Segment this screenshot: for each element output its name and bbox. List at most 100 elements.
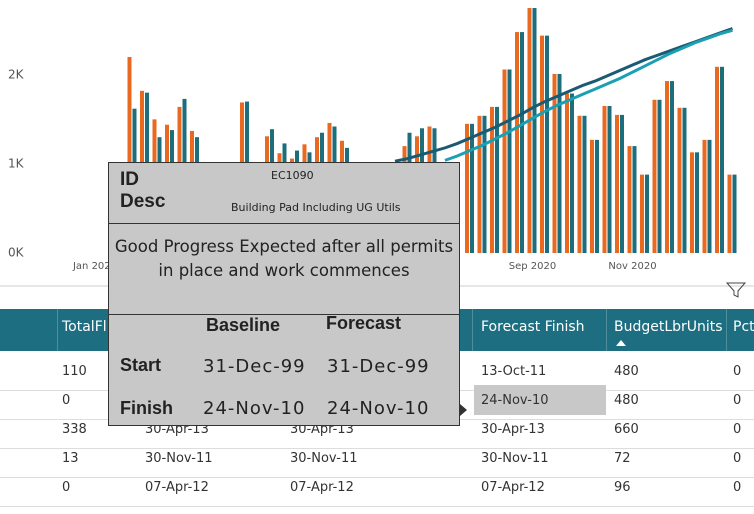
finish-label: Finish xyxy=(120,398,173,418)
table-cell: 07-Apr-12 xyxy=(145,480,209,495)
row-divider xyxy=(0,506,754,507)
bar xyxy=(470,123,474,254)
bar xyxy=(690,152,694,253)
desc-label: Desc xyxy=(120,191,166,212)
table-cell: 30-Nov-11 xyxy=(145,451,213,466)
bar xyxy=(515,32,519,254)
bar xyxy=(465,123,469,254)
bar xyxy=(720,66,724,253)
bar xyxy=(502,69,507,253)
row-divider xyxy=(0,448,754,449)
bar xyxy=(607,106,612,254)
bar xyxy=(595,139,599,253)
bar xyxy=(657,99,662,253)
table-cell: 13 xyxy=(62,451,79,466)
bar xyxy=(557,73,562,253)
bar xyxy=(482,115,487,253)
column-divider xyxy=(57,309,58,351)
bar xyxy=(127,57,132,253)
filter-icon[interactable] xyxy=(725,282,747,298)
table-cell: 480 xyxy=(614,393,639,408)
bar xyxy=(645,174,649,253)
bar xyxy=(632,146,637,253)
x-tick-label: Nov 2020 xyxy=(608,261,656,272)
row-divider xyxy=(0,477,754,478)
line xyxy=(444,28,733,162)
table-cell: 30-Apr-13 xyxy=(481,422,545,437)
bar xyxy=(682,107,687,253)
bar xyxy=(507,69,512,253)
row-pointer xyxy=(460,404,467,416)
bar xyxy=(727,174,732,253)
bar xyxy=(640,174,644,253)
column-header[interactable]: Pct xyxy=(733,319,754,335)
table-cell: 72 xyxy=(614,451,631,466)
bar xyxy=(520,32,524,254)
table-cell: 30-Nov-11 xyxy=(481,451,549,466)
forecast-finish: 24-Nov-10 xyxy=(327,398,430,419)
table-cell: 338 xyxy=(62,422,87,437)
bar xyxy=(615,114,619,254)
bar xyxy=(527,8,532,253)
y-tick-label: 1K xyxy=(8,156,25,170)
column-header[interactable]: BudgetLbrUnits xyxy=(614,319,723,335)
bar xyxy=(715,66,719,253)
bar xyxy=(570,93,574,254)
baseline-start: 31-Dec-99 xyxy=(203,356,306,377)
bar xyxy=(602,106,607,254)
y-tick-label: 2K xyxy=(8,67,25,81)
table-cell: 07-Apr-12 xyxy=(290,480,354,495)
bar xyxy=(540,35,544,253)
selected-cell xyxy=(474,385,606,415)
bar xyxy=(695,152,699,253)
table-cell: 0 xyxy=(62,393,71,408)
bar xyxy=(477,115,482,253)
baseline-finish: 24-Nov-10 xyxy=(203,398,306,419)
table-cell: 07-Apr-12 xyxy=(481,480,545,495)
column-divider xyxy=(726,309,727,351)
forecast-label: Forecast xyxy=(326,313,402,333)
bar xyxy=(490,106,494,254)
table-cell: 0 xyxy=(733,451,742,466)
sort-arrow xyxy=(616,340,626,346)
bar xyxy=(532,8,537,253)
table-cell: 24-Nov-10 xyxy=(481,393,549,408)
bar xyxy=(670,81,674,254)
message: Good Progress Expected after all permits… xyxy=(109,223,459,315)
table-cell: 480 xyxy=(614,364,639,379)
column-divider xyxy=(606,309,607,351)
table-cell: 660 xyxy=(614,422,639,437)
bar xyxy=(665,81,669,254)
table-cell: 13-Oct-11 xyxy=(481,364,547,379)
bar xyxy=(552,73,557,253)
table-cell: 0 xyxy=(733,364,742,379)
bar xyxy=(702,139,707,253)
bar xyxy=(652,99,657,253)
table-cell: 30-Nov-11 xyxy=(290,451,358,466)
tooltip: ID Desc EC1090 Building Pad Including UG… xyxy=(108,162,460,426)
bar xyxy=(707,139,712,253)
table-cell: 110 xyxy=(62,364,87,379)
bar xyxy=(677,107,682,253)
table-cell: 0 xyxy=(733,422,742,437)
table-cell: 96 xyxy=(614,480,631,495)
forecast-start: 31-Dec-99 xyxy=(327,356,430,377)
desc-value: Building Pad Including UG Utils xyxy=(231,201,401,214)
bar xyxy=(577,115,582,253)
bar xyxy=(732,174,737,253)
bar xyxy=(590,139,594,253)
table-cell: 0 xyxy=(62,480,71,495)
line xyxy=(394,27,734,163)
bar xyxy=(627,146,632,253)
bar xyxy=(495,106,499,254)
column-header[interactable]: TotalFl xyxy=(62,319,107,335)
column-header[interactable]: Forecast Finish xyxy=(481,319,585,335)
start-label: Start xyxy=(120,355,162,375)
bar xyxy=(582,115,587,253)
x-tick-label: Jan 2020 xyxy=(72,261,117,272)
baseline-label: Baseline xyxy=(206,315,281,335)
table-cell: 0 xyxy=(733,393,742,408)
bar xyxy=(565,93,569,254)
x-tick-label: Sep 2020 xyxy=(509,261,556,272)
